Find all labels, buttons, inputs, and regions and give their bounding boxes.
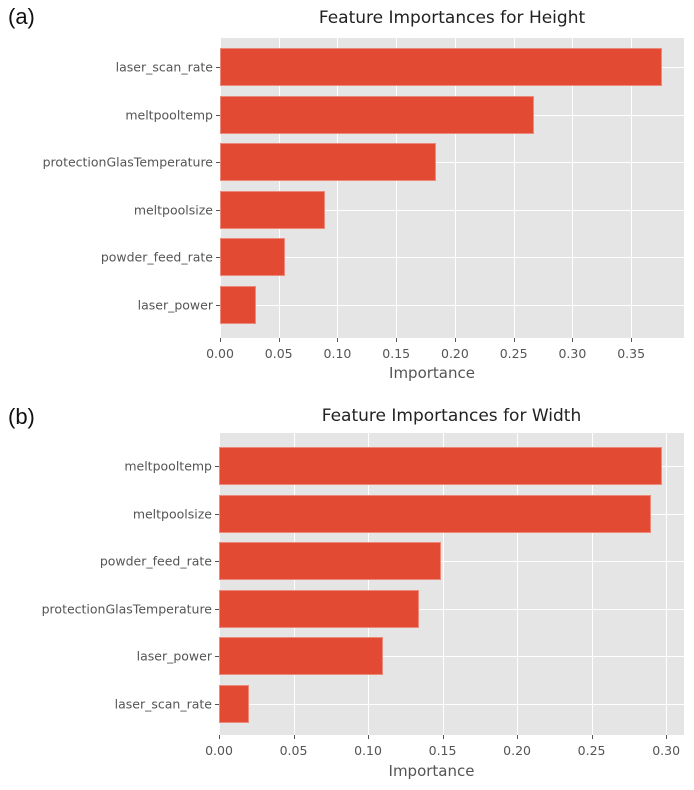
y-tick-mark	[216, 304, 220, 306]
y-tick-label: protectionGlasTemperature	[41, 601, 212, 616]
y-tick-label: powder_feed_rate	[99, 553, 212, 569]
x-tick-label: 0.20	[441, 346, 469, 361]
y-tick-mark	[215, 561, 219, 562]
gridline-horizontal	[220, 304, 684, 306]
x-tick-label: 0.15	[382, 346, 411, 361]
gridline-vertical	[442, 433, 444, 735]
chart-title: Feature Importances for Width	[321, 406, 582, 426]
x-tick-mark	[337, 338, 339, 342]
y-tick-label: meltpooltemp	[124, 458, 212, 474]
x-tick-label: 0.30	[558, 346, 587, 361]
x-tick-label: 0.00	[205, 743, 233, 758]
gridline-vertical	[631, 38, 633, 338]
bar-meltpoolsize	[219, 494, 652, 533]
x-tick-label: 0.10	[323, 346, 352, 361]
x-tick-mark	[517, 735, 519, 739]
x-tick-mark	[591, 735, 593, 739]
x-tick-mark	[572, 338, 574, 342]
y-tick-mark	[216, 257, 220, 258]
gridline-vertical	[219, 433, 220, 735]
plot-area	[220, 38, 684, 338]
bar-laser_power	[220, 285, 257, 324]
x-axis-title: Importance	[389, 364, 475, 382]
gridline-vertical	[293, 433, 295, 735]
chart-title: Feature Importances for Height	[318, 8, 586, 28]
gridline-vertical	[368, 433, 370, 735]
x-tick-label: 0.35	[617, 346, 646, 361]
y-tick-label: laser_scan_rate	[115, 59, 213, 75]
y-tick-label: meltpoolsize	[132, 506, 212, 521]
gridline-horizontal	[219, 703, 684, 705]
x-tick-label: 0.25	[577, 743, 606, 758]
gridline-vertical	[337, 38, 339, 338]
x-tick-mark	[368, 735, 370, 739]
y-tick-label: laser_power	[136, 648, 212, 664]
x-axis-title: Importance	[388, 762, 475, 780]
bar-meltpooltemp	[219, 447, 662, 485]
x-tick-label: 0.05	[279, 743, 308, 758]
y-tick-mark	[216, 162, 220, 163]
gridline-vertical	[666, 433, 668, 735]
y-tick-mark	[215, 466, 219, 467]
gridline-vertical	[513, 38, 515, 338]
y-tick-label: laser_power	[137, 297, 213, 312]
bar-protectionGlasTemperature	[220, 143, 437, 181]
gridline-horizontal	[219, 608, 684, 610]
x-tick-label: 0.00	[206, 346, 234, 361]
gridline-horizontal	[219, 656, 684, 657]
x-tick-label: 0.10	[354, 743, 382, 758]
x-tick-label: 0.30	[652, 743, 681, 758]
y-tick-mark	[215, 513, 219, 515]
x-tick-mark	[442, 735, 444, 739]
y-tick-label: laser_scan_rate	[114, 696, 212, 711]
x-tick-mark	[631, 338, 633, 342]
gridline-horizontal	[219, 561, 684, 562]
x-tick-mark	[513, 338, 515, 342]
y-tick-label: meltpoolsize	[133, 202, 213, 217]
gridline-vertical	[220, 38, 221, 338]
y-tick-label: powder_feed_rate	[100, 249, 213, 265]
gridline-vertical	[454, 38, 456, 338]
x-tick-mark	[666, 735, 668, 739]
x-tick-mark	[219, 735, 220, 739]
gridline-vertical	[396, 38, 398, 338]
gridline-vertical	[591, 433, 593, 735]
bar-meltpoolsize	[220, 190, 325, 229]
y-tick-mark	[216, 114, 220, 116]
x-tick-mark	[396, 338, 398, 342]
bar-meltpooltemp	[220, 95, 534, 134]
x-tick-label: 0.20	[503, 743, 531, 758]
gridline-vertical	[517, 433, 519, 735]
bar-powder_feed_rate	[219, 542, 442, 580]
panel-label: (a)	[8, 4, 35, 29]
y-tick-mark	[215, 608, 219, 610]
gridline-horizontal	[220, 209, 684, 211]
y-tick-mark	[216, 209, 220, 211]
gridline-horizontal	[220, 257, 684, 258]
bar-laser_scan_rate	[220, 48, 662, 86]
bar-laser_scan_rate	[219, 684, 249, 723]
bar-protectionGlasTemperature	[219, 589, 419, 628]
y-tick-mark	[215, 703, 219, 705]
y-tick-mark	[215, 656, 219, 657]
bar-powder_feed_rate	[220, 238, 285, 276]
x-tick-mark	[278, 338, 280, 342]
y-tick-label: protectionGlasTemperature	[42, 154, 213, 170]
gridline-horizontal	[220, 162, 684, 163]
gridline-vertical	[278, 38, 280, 338]
gridline-vertical	[572, 38, 574, 338]
y-tick-label: meltpooltemp	[125, 107, 213, 122]
y-tick-mark	[216, 67, 220, 68]
x-tick-mark	[454, 338, 456, 342]
x-tick-label: 0.15	[428, 743, 457, 758]
x-tick-label: 0.05	[264, 346, 293, 361]
bar-laser_power	[219, 637, 383, 675]
x-tick-label: 0.25	[499, 346, 528, 361]
x-tick-mark	[293, 735, 295, 739]
x-tick-mark	[220, 338, 221, 342]
panel-label: (b)	[8, 404, 35, 429]
plot-area	[219, 433, 684, 735]
